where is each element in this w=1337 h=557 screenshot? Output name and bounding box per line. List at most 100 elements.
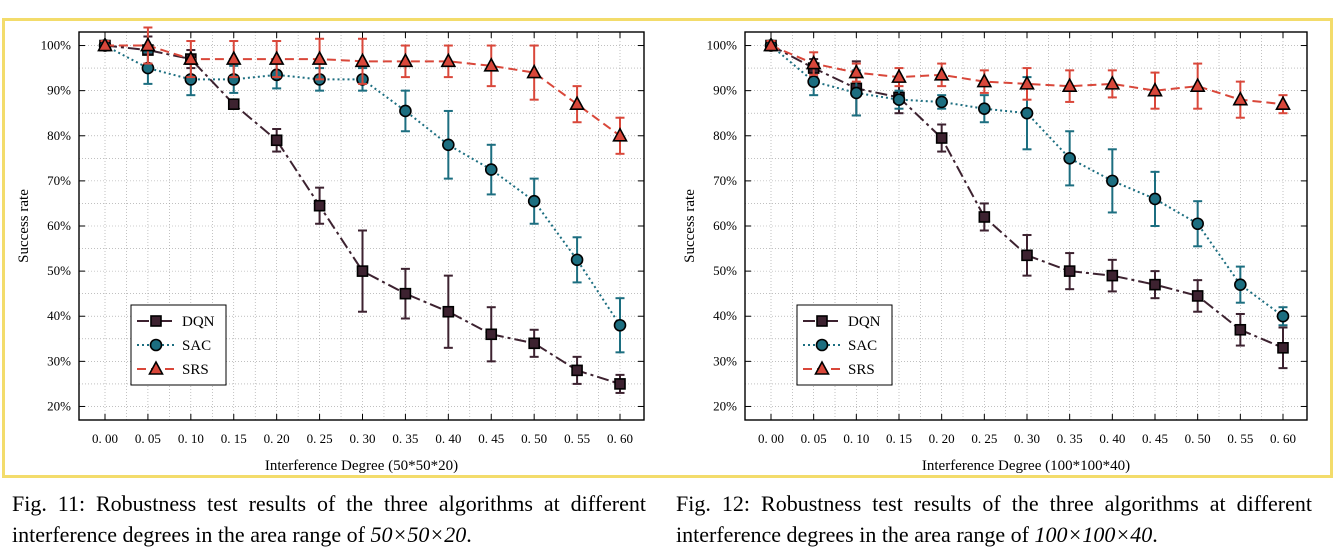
point-srs	[569, 95, 585, 110]
caption-text: Fig. 11: Robustness test results of the …	[12, 491, 646, 547]
point-sac	[527, 194, 541, 208]
x-tick-label: 0. 30	[350, 431, 376, 446]
point-srs	[1232, 90, 1249, 106]
legend-label-srs: SRS	[848, 362, 875, 378]
point-sac	[613, 318, 627, 332]
y-axis-label: Success rate	[682, 189, 698, 263]
x-tick-label: 0. 25	[971, 431, 997, 446]
point-srs	[763, 36, 779, 52]
x-axis-label: Interference Degree (100*100*40)	[922, 458, 1130, 474]
x-tick-label: 0. 55	[564, 431, 590, 446]
point-sac	[1191, 217, 1204, 231]
point-srs	[848, 63, 865, 79]
x-tick-label: 0. 15	[886, 431, 912, 446]
x-tick-label: 0. 35	[392, 431, 418, 446]
point-srs	[526, 63, 543, 79]
y-tick-label: 80%	[713, 128, 737, 143]
x-axis-label: Interference Degree (50*50*20)	[265, 458, 458, 474]
y-tick-label: 100%	[41, 38, 72, 53]
point-srs	[933, 66, 950, 81]
caption-text: Fig. 12: Robustness test results of the …	[676, 491, 1312, 547]
point-dqn	[1191, 290, 1204, 302]
point-sac	[442, 138, 455, 152]
point-dqn	[356, 265, 369, 277]
x-tick-label: 0. 10	[843, 431, 869, 446]
point-dqn	[1277, 342, 1289, 354]
point-dqn	[270, 134, 283, 147]
y-tick-label: 90%	[713, 83, 737, 98]
legend-marker-srs	[814, 360, 830, 375]
point-srs	[1104, 75, 1121, 90]
legend-marker-sac	[149, 338, 163, 352]
point-sac	[935, 95, 948, 109]
x-tick-label: 0. 45	[1142, 431, 1168, 446]
caption-area-range: 100×100×40	[1034, 522, 1153, 547]
point-dqn	[399, 287, 412, 300]
point-sac	[807, 75, 820, 88]
point-srs	[612, 127, 628, 142]
x-tick-label: 0. 00	[92, 431, 118, 446]
point-dqn	[571, 364, 583, 377]
point-srs	[97, 36, 113, 52]
point-sac	[570, 253, 584, 267]
x-tick-label: 0. 15	[221, 431, 247, 446]
point-dqn	[1021, 249, 1033, 262]
x-tick-label: 0. 50	[521, 431, 547, 446]
legend-marker-dqn	[816, 315, 828, 327]
caption-period: .	[466, 522, 472, 547]
y-tick-label: 30%	[47, 353, 71, 368]
point-srs	[1147, 81, 1163, 97]
y-tick-label: 60%	[47, 218, 71, 233]
point-srs	[1019, 75, 1035, 90]
point-dqn	[1149, 278, 1161, 291]
point-sac	[399, 104, 412, 118]
caption-period: .	[1152, 522, 1158, 547]
x-tick-label: 0. 40	[435, 431, 461, 446]
series-sac	[764, 39, 1290, 327]
x-tick-label: 0. 30	[1014, 431, 1040, 446]
point-sac	[1148, 192, 1162, 206]
legend-label-dqn: DQN	[182, 314, 215, 330]
chart-panel-1: 20% 30% 40% 50% 60% 70% 80% 90% 100% 0. 00 0. 05 0.…	[16, 26, 645, 474]
point-sac	[1106, 174, 1119, 188]
x-tick-label: 0. 20	[264, 431, 290, 446]
x-tick-label: 0. 45	[478, 431, 504, 446]
x-tick-label: 0. 00	[758, 431, 784, 446]
x-tick-label: 0. 05	[135, 431, 161, 446]
point-srs	[483, 57, 500, 72]
point-srs	[805, 54, 822, 70]
point-dqn	[1234, 323, 1247, 336]
point-sac	[978, 102, 991, 115]
figure-11-caption: Fig. 11: Robustness test results of the …	[12, 488, 646, 550]
point-sac	[1234, 278, 1247, 291]
y-tick-label: 90%	[47, 83, 71, 98]
y-tick-label: 70%	[713, 173, 737, 188]
point-srs	[140, 36, 156, 52]
legend-box	[796, 304, 893, 386]
x-tick-label: 0. 50	[1185, 431, 1211, 446]
x-tick-label: 0. 10	[178, 431, 204, 446]
y-tick-label: 40%	[47, 308, 71, 323]
y-tick-label: 20%	[47, 398, 71, 413]
legend: DQN SAC SRS	[130, 304, 227, 386]
x-tick-label: 0. 35	[1057, 431, 1083, 446]
point-srs	[891, 68, 907, 83]
point-dqn	[614, 378, 626, 390]
chart-panel-2: 20% 30% 40% 50% 60% 70% 80% 90% 100% 0. 00 0. 05 0.…	[682, 31, 1308, 474]
legend-marker-srs	[148, 360, 164, 375]
y-tick-label: 70%	[47, 173, 71, 188]
x-tick-label: 0. 20	[929, 431, 955, 446]
y-tick-label: 40%	[713, 308, 737, 323]
y-tick-label: 30%	[713, 353, 737, 368]
point-srs	[976, 72, 993, 88]
point-dqn	[485, 328, 498, 341]
y-tick-label: 50%	[713, 263, 737, 278]
legend-label-sac: SAC	[182, 338, 211, 354]
point-srs	[1189, 77, 1206, 92]
figure-frame	[2, 18, 1333, 478]
x-tick-label: 0. 60	[607, 431, 633, 446]
point-sac	[1063, 152, 1076, 165]
point-sac	[850, 86, 863, 100]
legend-box	[130, 304, 227, 386]
legend-marker-sac	[815, 338, 829, 352]
